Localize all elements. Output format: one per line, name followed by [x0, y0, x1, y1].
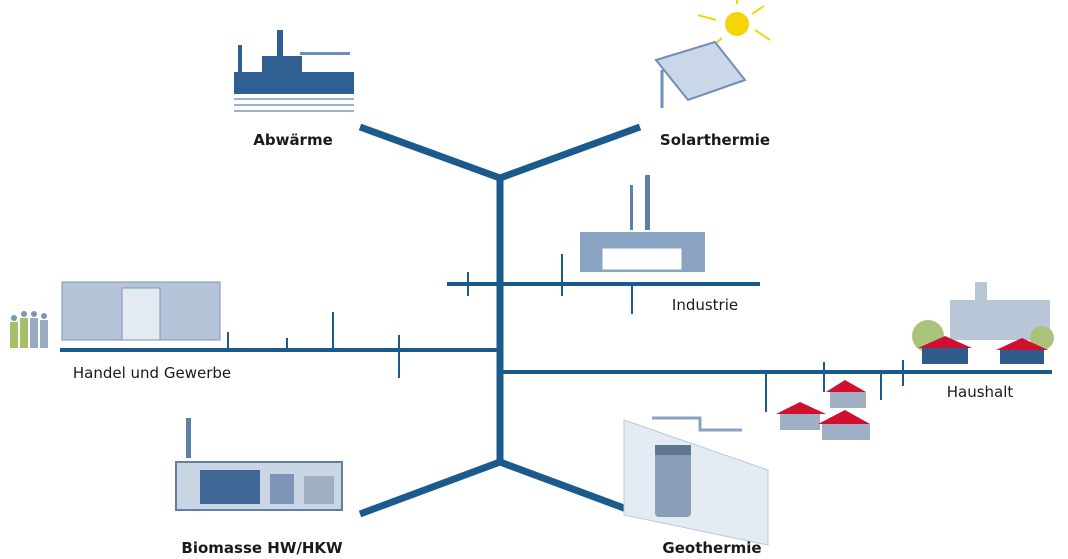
household-icon: [776, 282, 1054, 440]
commerce-icon: [10, 282, 220, 348]
branch-ticks: [228, 254, 903, 412]
industry-icon: [580, 175, 705, 272]
district-heating-diagram: Abwärme Solarthermie Industrie Handel un…: [0, 0, 1068, 559]
node-label: Geothermie: [662, 539, 761, 557]
geothermal-icon: [624, 418, 768, 545]
node-label: Abwärme: [253, 131, 333, 149]
node-label: Industrie: [672, 296, 738, 314]
biomass-icon: [176, 418, 342, 510]
supply-fork-top: [360, 127, 640, 178]
node-label: Biomasse HW/HKW: [181, 539, 343, 557]
node-label: Solarthermie: [660, 131, 770, 149]
node-label: Haushalt: [947, 383, 1014, 401]
node-label: Handel und Gewerbe: [73, 364, 231, 382]
supply-fork-bottom: [360, 462, 640, 514]
waste-heat-icon: [234, 30, 354, 112]
solar-icon: [656, 0, 770, 108]
